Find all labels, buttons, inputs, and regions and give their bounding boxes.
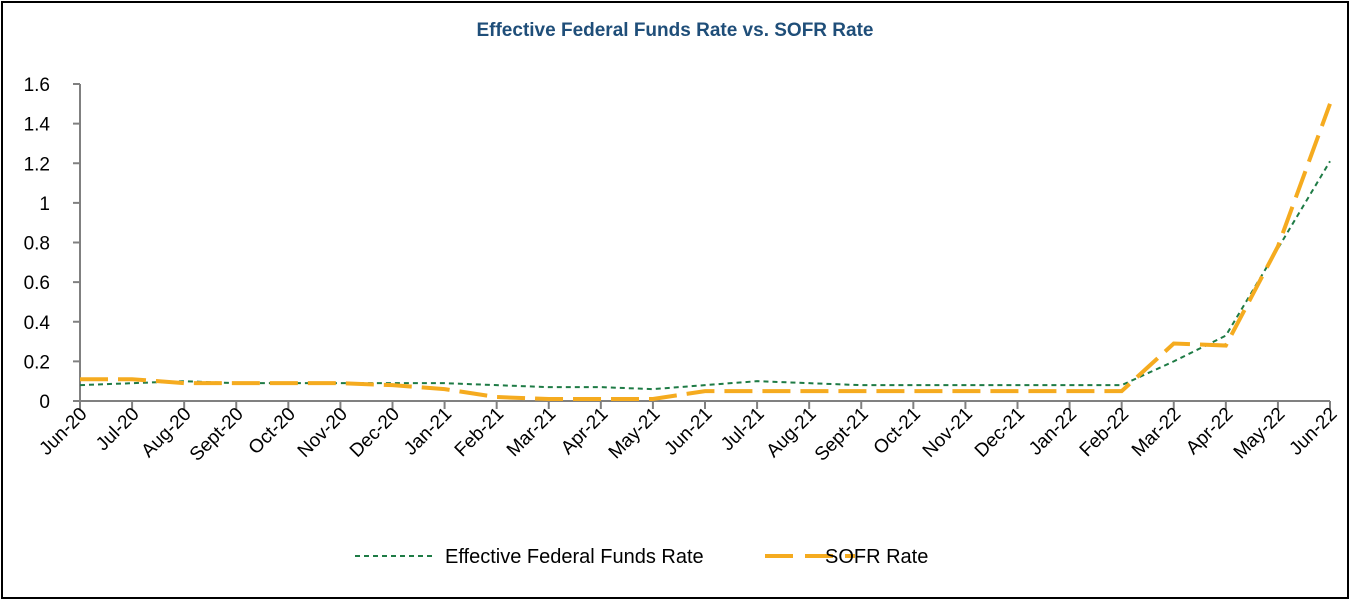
x-tick-label: Dec-20 <box>346 404 404 462</box>
chart-title: Effective Federal Funds Rate vs. SOFR Ra… <box>476 20 874 41</box>
y-tick-label: 1.4 <box>24 115 51 136</box>
y-tick-label: 0.8 <box>24 234 50 255</box>
x-tick-label: Sept-20 <box>186 404 248 466</box>
y-tick-label: 0.6 <box>24 273 50 294</box>
x-tick-label: Feb-22 <box>1076 404 1133 461</box>
x-tick-label: Dec-21 <box>971 404 1029 462</box>
x-tick-label: Oct-21 <box>870 404 925 459</box>
x-tick-label: Mar-22 <box>1128 404 1185 461</box>
y-tick-label: 1.6 <box>24 75 50 96</box>
y-tick-label: 1.2 <box>24 154 50 175</box>
y-tick-label: 0 <box>39 392 50 413</box>
x-tick-label: Mar-21 <box>503 404 560 461</box>
series-line-effr <box>79 160 1331 391</box>
y-tick-label: 0.4 <box>24 313 51 334</box>
x-tick-label: Jan-22 <box>1025 404 1081 460</box>
legend-label: Effective Federal Funds Rate <box>445 546 704 568</box>
x-tick-label: Oct-20 <box>245 404 300 459</box>
x-tick-label: Nov-21 <box>919 404 977 462</box>
x-tick-label: Nov-20 <box>294 404 352 462</box>
x-tick-label: Jul-21 <box>717 404 768 455</box>
x-tick-label: Feb-21 <box>451 404 508 461</box>
x-tick-label: May-21 <box>605 404 665 464</box>
series-line-sofr <box>80 103 1332 402</box>
x-tick-label: Jul-20 <box>92 404 143 455</box>
x-tick-label: Jan-21 <box>400 404 456 460</box>
legend-label: SOFR Rate <box>825 546 928 568</box>
y-tick-label: 1 <box>39 194 50 215</box>
x-tick-label: Sept-21 <box>811 404 873 466</box>
x-tick-label: May-22 <box>1230 404 1290 464</box>
x-tick-label: Jun-21 <box>661 404 717 460</box>
x-tick-label: Jun-22 <box>1286 404 1342 460</box>
x-tick-label: Apr-21 <box>557 404 612 459</box>
y-tick-label: 0.2 <box>24 352 50 373</box>
x-tick-label: Apr-22 <box>1182 404 1237 459</box>
